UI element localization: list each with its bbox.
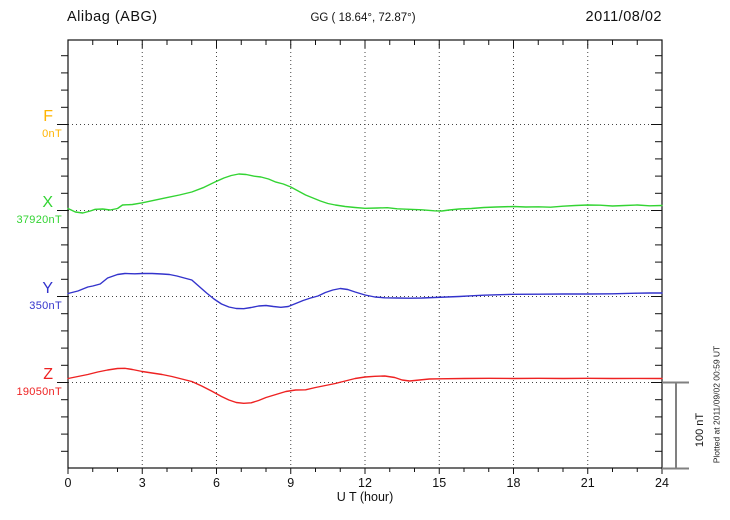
- component-base-f: 0nT: [42, 128, 62, 140]
- component-letter-z: Z: [43, 366, 53, 383]
- component-label-x: X 37920nT: [0, 194, 62, 227]
- component-base-x: 37920nT: [16, 214, 62, 226]
- station-title: Alibag (ABG): [67, 9, 158, 25]
- component-label-f: F 0nT: [0, 108, 62, 141]
- x-tick-label: 0: [64, 476, 72, 490]
- component-label-z: Z 19050nT: [0, 366, 62, 399]
- component-letter-f: F: [43, 108, 53, 125]
- geographic-coordinates: GG ( 18.64°, 72.87°): [310, 12, 416, 24]
- trace-z: [67, 367, 663, 404]
- x-tick-label: 18: [506, 476, 521, 490]
- component-label-y: Y 350nT: [0, 280, 62, 313]
- plot-date: 2011/08/02: [585, 9, 662, 25]
- x-tick-label: 3: [138, 476, 146, 490]
- x-tick-label: 9: [287, 476, 295, 490]
- x-tick-label: 24: [655, 476, 669, 490]
- plotted-timestamp-note: Plotted at 2011/09/02 00:59 UT: [711, 345, 722, 464]
- x-axis-title: U T (hour): [336, 490, 394, 504]
- trace-x: [67, 173, 663, 214]
- x-tick-label: 6: [213, 476, 220, 490]
- scale-bar-label: 100 nT: [694, 412, 706, 448]
- component-base-y: 350nT: [29, 300, 62, 312]
- x-tick-label: 15: [432, 476, 447, 490]
- trace-y: [67, 272, 663, 310]
- component-letter-y: Y: [42, 280, 53, 297]
- x-tick-label: 21: [580, 476, 595, 490]
- component-letter-x: X: [42, 194, 53, 211]
- component-base-z: 19050nT: [16, 386, 62, 398]
- x-tick-label: 12: [358, 476, 372, 490]
